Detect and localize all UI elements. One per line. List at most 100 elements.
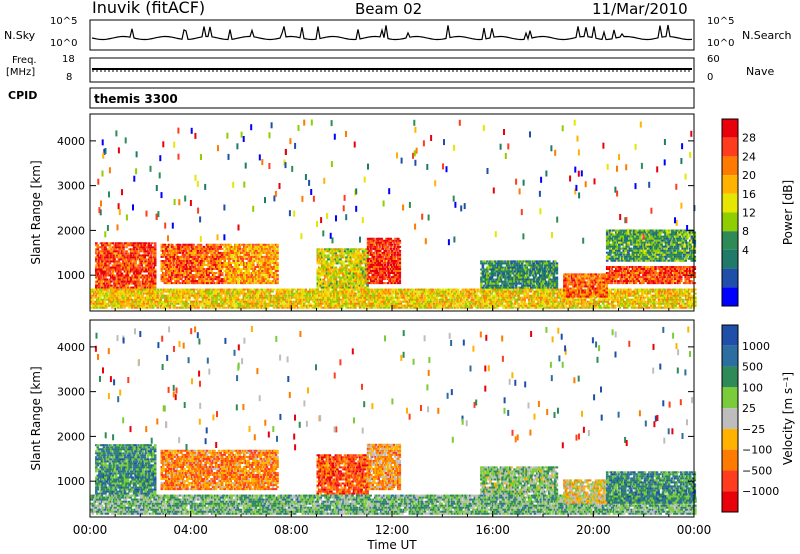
scatter-cell [261,255,264,258]
scatter-cell [141,242,145,245]
scatter-cell [137,280,140,283]
scatter-cell [253,251,257,254]
scatter-cell [220,278,224,281]
scatter-cell [174,253,177,256]
scatter-cell [264,264,267,266]
scatter-cell [202,257,206,260]
scatter-cell [177,274,180,277]
scatter-cell [251,296,255,299]
scatter-cell [267,282,270,285]
scatter-cell [117,280,121,283]
scatter-cell [205,274,209,277]
scatter-cell [180,257,183,260]
scatter-cell [377,239,380,242]
scatter-cell [171,276,174,279]
scatter-cell [355,278,359,281]
scatter-cell [381,255,385,258]
scatter-cell [355,284,359,287]
scatter-cell [99,270,103,273]
scatter-cell [196,249,200,252]
scatter-cell [163,282,167,285]
scatter-cell [331,286,335,289]
scatter-cell [192,260,195,262]
scatter-cell [174,251,177,254]
scatter-cell [119,280,122,283]
scatter-cell [316,280,320,283]
scatter-cell [223,280,226,283]
scatter-cell [189,290,193,293]
scatter-cell [204,247,207,250]
scatter-cell [143,262,146,265]
noise-trace [91,24,693,41]
scatter-cell [99,256,103,259]
scatter-cell [378,272,382,274]
scatter-cell [120,278,124,281]
scatter-cell [322,280,326,283]
scatter-cell [147,286,151,289]
scatter-cell [175,247,179,250]
scatter-cell [141,284,145,287]
scatter-cell [123,278,127,281]
scatter-cell [166,266,170,268]
scatter-cell [318,274,321,277]
scatter-cell [104,250,107,253]
scatter-cell [215,296,218,299]
scatter-cell [328,274,332,277]
scatter-cell [238,243,242,246]
scatter-cell [181,245,185,248]
scatter-cell [117,276,121,279]
scatter-cell [325,260,329,263]
scatter-cell [138,256,142,259]
scatter-cell [149,250,152,253]
scatter-cell [250,253,254,256]
scatter-cell [123,268,127,271]
scatter-cell [211,262,215,264]
scatter-cell [110,280,113,283]
scatter-cell [134,274,137,277]
scatter-cell [220,251,224,254]
scatter-cell [223,253,226,256]
scatter-cell [333,256,336,259]
scatter-cell [258,243,261,246]
scatter-cell [235,253,239,256]
scatter-cell [252,278,255,281]
scatter-cell [198,260,201,262]
scatter-cell [375,260,379,262]
scatter-cell [244,272,248,274]
scatter-cell [122,252,125,255]
scatter-cell [129,242,133,245]
scatter-cell [178,257,182,260]
scatter-cell [319,254,323,257]
scatter-cell [369,251,373,254]
scatter-cell [253,306,256,309]
scatter-cell [144,274,148,277]
scatter-cell [259,268,263,270]
scatter-cell [171,243,174,246]
scatter-cell [333,266,336,269]
scatter-cell [250,288,253,291]
scatter-cell [224,306,227,309]
scatter-cell [336,272,339,275]
scatter-cell [271,280,275,283]
scatter-cell [210,247,213,250]
scatter-cell [267,280,270,283]
scatter-cell [230,253,234,256]
scatter-cell [322,270,326,273]
scatter-cell [380,278,383,281]
scatter-cell [361,252,365,255]
scatter-cell [229,270,232,272]
scatter-cell [327,282,330,285]
scatter-cell [374,245,377,248]
scatter-cell [244,253,248,256]
scatter-cell [230,266,234,268]
scatter-cell [166,245,170,248]
scatter-cell [135,250,139,253]
scatter-cell [337,270,341,273]
scatter-cell [95,272,98,275]
scatter-cell [276,268,279,270]
scatter-cell [355,256,359,259]
scatter-cell [386,247,390,250]
scatter-cell [119,286,122,289]
scatter-cell [352,262,356,265]
scatter-cell [252,251,255,254]
